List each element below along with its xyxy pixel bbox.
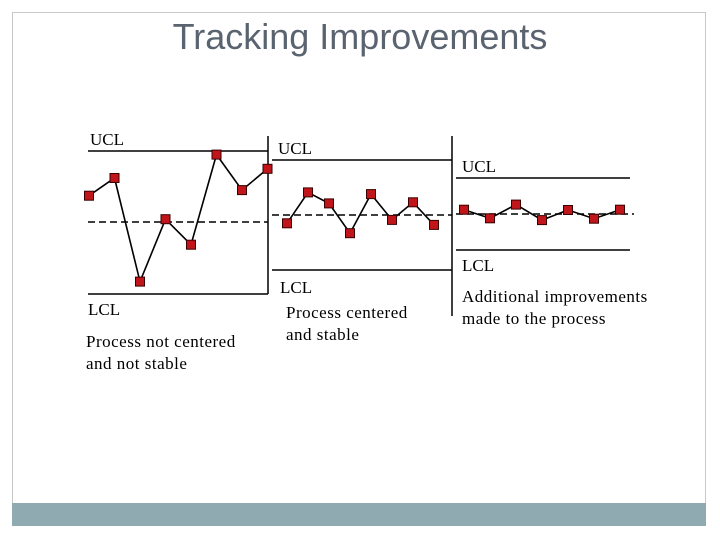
panel1-data-point-2 — [109, 173, 120, 183]
panel3-ucl-label: UCL — [462, 157, 496, 176]
panel1-data-point-5 — [186, 239, 196, 250]
panel1-data-point-7 — [237, 185, 247, 196]
slide-title: Tracking Improvements — [172, 16, 548, 57]
panel2-data-point-7 — [408, 197, 418, 208]
panel2-data-point-8 — [429, 219, 439, 230]
panel2-data-point-3 — [324, 198, 334, 209]
panel3-lcl-label: LCL — [462, 256, 495, 275]
panel2-caption-line2: and stable — [286, 325, 360, 344]
panel3-data-point-6 — [589, 213, 599, 224]
panel2-lcl-label: LCL — [280, 278, 313, 297]
panel2-caption: Process centered and stable — [286, 302, 408, 346]
panel2-data-point-2 — [303, 187, 313, 198]
panel1-caption-line1: Process not centered — [86, 332, 236, 351]
panel3-caption: Additional improvements made to the proc… — [462, 286, 648, 330]
panel1-data-point-4 — [160, 214, 171, 225]
panel2-data-point-5 — [366, 189, 376, 200]
panel2-data-point-4 — [345, 228, 355, 239]
footer-bar — [12, 503, 706, 526]
panel1-lcl-label: LCL — [88, 300, 121, 319]
panel3-data-point-2 — [485, 213, 495, 224]
panel3-data-point-3 — [511, 199, 521, 210]
panel1-data-point-8 — [262, 163, 273, 174]
panel3-data-point-5 — [563, 205, 573, 215]
panel2-data-point-1 — [282, 218, 292, 229]
panel1-ucl-label: UCL — [90, 130, 124, 149]
panel2-ucl-label: UCL — [278, 139, 312, 158]
panel3-caption-line2: made to the process — [462, 309, 607, 328]
slide-frame — [12, 12, 706, 526]
panel2-caption-line1: Process centered — [286, 303, 408, 322]
panel1-data-point-3 — [135, 276, 145, 287]
panel1-caption: Process not centered and not stable — [86, 331, 236, 375]
panel2-data-point-6 — [387, 214, 397, 225]
panel1-series-line — [88, 152, 269, 285]
panel1-data-point-1 — [84, 190, 94, 201]
panel3-data-point-7 — [615, 204, 625, 215]
panel1-data-point-6 — [211, 149, 222, 160]
panel3-caption-line1: Additional improvements — [462, 287, 648, 306]
panel3-data-point-1 — [459, 204, 469, 215]
panel1-caption-line2: and not stable — [86, 354, 188, 373]
panel3-data-point-4 — [537, 215, 547, 226]
